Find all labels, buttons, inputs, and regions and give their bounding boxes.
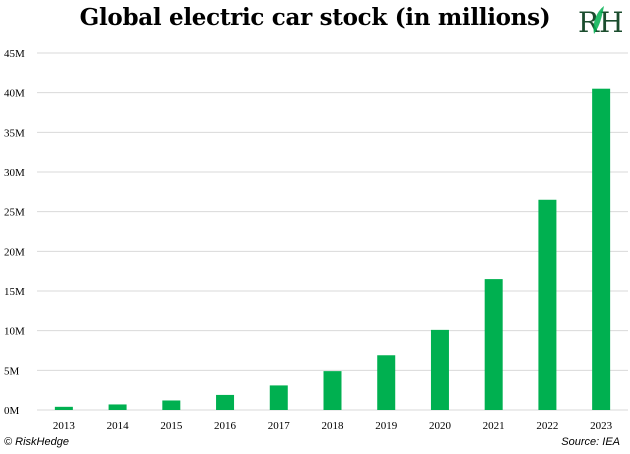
y-tick-label: 0M bbox=[4, 405, 20, 417]
y-tick-label: 5M bbox=[4, 365, 20, 377]
x-tick-label: 2015 bbox=[160, 420, 183, 432]
x-tick-label: 2017 bbox=[268, 420, 291, 432]
grid-lines bbox=[37, 52, 628, 411]
x-tick-label: 2016 bbox=[214, 420, 237, 432]
bar-2016 bbox=[216, 394, 235, 410]
chart-title: Global electric car stock (in millions) bbox=[79, 4, 551, 31]
bar-2018 bbox=[323, 371, 342, 410]
copyright-note: © RiskHedge bbox=[4, 436, 69, 448]
y-tick-label: 25M bbox=[4, 207, 25, 219]
y-axis-ticks: 0M 5M 10M 15M 20M 25M 30M 35M 40M 45M bbox=[4, 48, 25, 417]
source-note: Source: IEA bbox=[561, 436, 620, 448]
bars bbox=[54, 88, 611, 410]
bar-2019 bbox=[377, 355, 396, 410]
x-tick-label: 2023 bbox=[590, 420, 613, 432]
bar-2020 bbox=[430, 329, 449, 410]
x-tick-label: 2020 bbox=[429, 420, 452, 432]
bar-2013 bbox=[54, 406, 73, 410]
x-tick-label: 2013 bbox=[53, 420, 76, 432]
bar-2015 bbox=[162, 400, 181, 410]
y-tick-label: 30M bbox=[4, 167, 25, 179]
y-tick-label: 40M bbox=[4, 88, 25, 100]
x-tick-label: 2021 bbox=[483, 420, 505, 432]
bar-2021 bbox=[484, 279, 503, 410]
x-tick-label: 2022 bbox=[536, 420, 558, 432]
leaf-icon bbox=[593, 6, 604, 34]
y-tick-label: 45M bbox=[4, 48, 25, 60]
bar-2022 bbox=[538, 199, 557, 410]
bar-2023 bbox=[592, 88, 611, 410]
x-tick-label: 2018 bbox=[322, 420, 345, 432]
y-tick-label: 15M bbox=[4, 286, 25, 298]
y-tick-label: 10M bbox=[4, 326, 25, 338]
bar-2014 bbox=[108, 404, 127, 410]
x-axis-ticks: 2013 2014 2015 2016 2017 2018 2019 2020 2021 2022… bbox=[53, 420, 613, 432]
y-tick-label: 20M bbox=[4, 246, 25, 258]
bar-2017 bbox=[269, 385, 288, 410]
riskhedge-logo: RH bbox=[574, 4, 624, 39]
x-tick-label: 2019 bbox=[375, 420, 398, 432]
y-tick-label: 35M bbox=[4, 127, 25, 139]
x-tick-label: 2014 bbox=[107, 420, 130, 432]
